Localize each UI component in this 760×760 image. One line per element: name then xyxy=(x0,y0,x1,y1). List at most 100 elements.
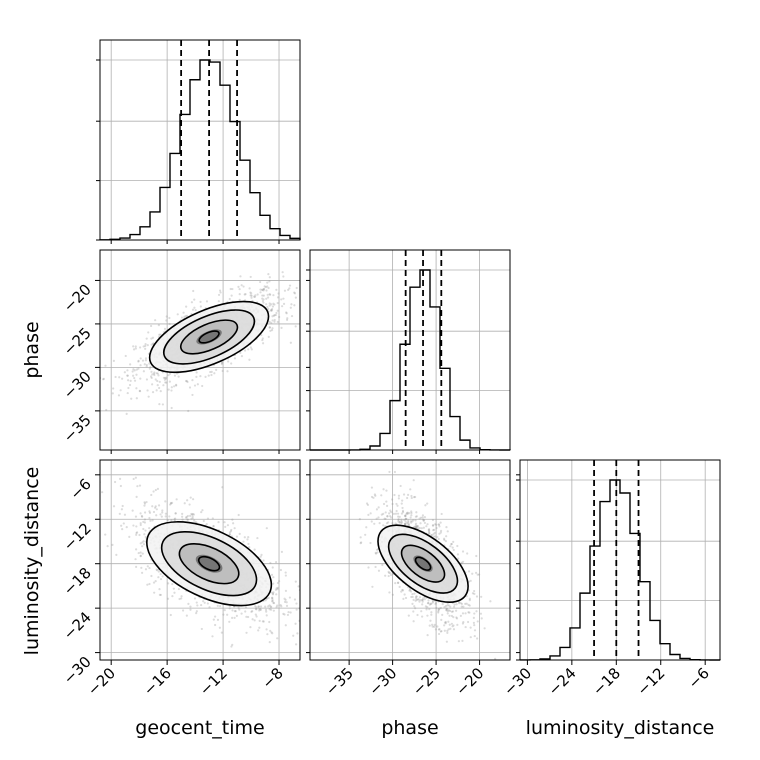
scatter-point xyxy=(418,517,421,520)
scatter-point xyxy=(136,485,139,488)
scatter-point xyxy=(280,605,283,608)
scatter-point xyxy=(145,365,148,368)
scatter-point xyxy=(431,601,434,604)
scatter-point xyxy=(391,593,394,596)
scatter-point xyxy=(144,359,148,362)
scatter-point xyxy=(290,303,293,306)
scatter-point xyxy=(271,305,275,308)
density-contour xyxy=(414,556,432,571)
scatter-point xyxy=(279,568,283,572)
scatter-point xyxy=(365,502,369,505)
scatter-point xyxy=(396,512,400,515)
scatter-point xyxy=(388,591,391,594)
scatter-point xyxy=(384,511,387,514)
scatter-point xyxy=(255,606,258,609)
scatter-point xyxy=(164,500,167,503)
scatter-point xyxy=(150,574,153,578)
scatter-point xyxy=(144,343,147,346)
scatter-point xyxy=(150,375,153,378)
scatter-point xyxy=(436,625,439,628)
scatter-point xyxy=(284,574,287,577)
scatter-point xyxy=(276,301,279,305)
scatter-point xyxy=(473,592,476,595)
scatter-point xyxy=(406,512,409,515)
scatter-point xyxy=(426,614,429,617)
scatter-point xyxy=(194,308,197,312)
joint-panel-phase-vs-luminosity-distance xyxy=(309,459,511,661)
scatter-point xyxy=(409,590,413,593)
scatter-point xyxy=(228,533,232,536)
scatter-point xyxy=(262,288,266,291)
scatter-point xyxy=(465,602,468,605)
scatter-point xyxy=(135,368,138,371)
scatter-point xyxy=(296,632,299,635)
scatter-point xyxy=(471,592,475,595)
scatter-point xyxy=(275,288,278,291)
scatter-point xyxy=(366,503,370,506)
scatter-point xyxy=(168,322,171,326)
scatter-point xyxy=(405,513,408,516)
scatter-point xyxy=(468,611,471,614)
scatter-point xyxy=(273,303,276,306)
scatter-point xyxy=(212,524,215,528)
scatter-point xyxy=(461,639,464,642)
scatter-point xyxy=(143,363,146,366)
scatter-point xyxy=(245,615,248,618)
scatter-point xyxy=(261,297,264,300)
scatter-point xyxy=(424,504,427,507)
scatter-point xyxy=(423,598,426,601)
density-contour xyxy=(377,524,469,604)
scatter-point xyxy=(456,544,459,548)
scatter-point xyxy=(276,309,279,312)
scatter-point xyxy=(459,602,462,605)
scatter-point xyxy=(230,362,233,365)
scatter-point xyxy=(468,604,471,607)
scatter-point xyxy=(143,501,146,504)
scatter-point xyxy=(195,601,198,604)
scatter-point xyxy=(183,502,186,505)
scatter-point xyxy=(403,523,406,526)
scatter-point xyxy=(281,271,284,274)
scatter-point xyxy=(467,570,471,573)
scatter-point xyxy=(233,527,236,530)
scatter-point xyxy=(155,372,158,375)
scatter-point xyxy=(444,620,447,624)
scatter-point xyxy=(410,595,413,599)
scatter-point xyxy=(400,512,404,515)
scatter-point xyxy=(259,291,262,294)
scatter-point xyxy=(426,634,429,637)
scatter-point xyxy=(166,519,169,522)
x-tick-label: −6 xyxy=(685,664,713,692)
scatter-point xyxy=(457,640,460,643)
scatter-point xyxy=(271,592,275,595)
scatter-point xyxy=(134,476,137,479)
scatter-point xyxy=(439,531,442,534)
scatter-point xyxy=(430,533,433,537)
scatter-point xyxy=(278,315,281,319)
scatter-point xyxy=(434,523,437,526)
scatter-point xyxy=(119,389,122,392)
scatter-point xyxy=(259,555,262,558)
scatter-point xyxy=(261,338,264,342)
scatter-point xyxy=(416,524,419,528)
scatter-point xyxy=(161,403,164,406)
scatter-point xyxy=(196,383,199,386)
scatter-point xyxy=(436,535,439,539)
scatter-point xyxy=(191,513,194,516)
scatter-point xyxy=(396,504,399,507)
scatter-point xyxy=(431,600,435,603)
scatter-point xyxy=(154,488,157,492)
scatter-point xyxy=(370,486,374,489)
scatter-point xyxy=(311,662,313,664)
scatter-point xyxy=(451,625,454,628)
scatter-point xyxy=(443,624,446,627)
scatter-point xyxy=(143,533,146,536)
scatter-point xyxy=(267,286,270,290)
scatter-point xyxy=(180,597,183,600)
scatter-point xyxy=(359,536,362,539)
scatter-point xyxy=(425,525,428,528)
scatter-point xyxy=(389,509,392,512)
scatter-point xyxy=(390,516,393,519)
scatter-point xyxy=(216,604,219,607)
scatter-point xyxy=(166,597,170,600)
